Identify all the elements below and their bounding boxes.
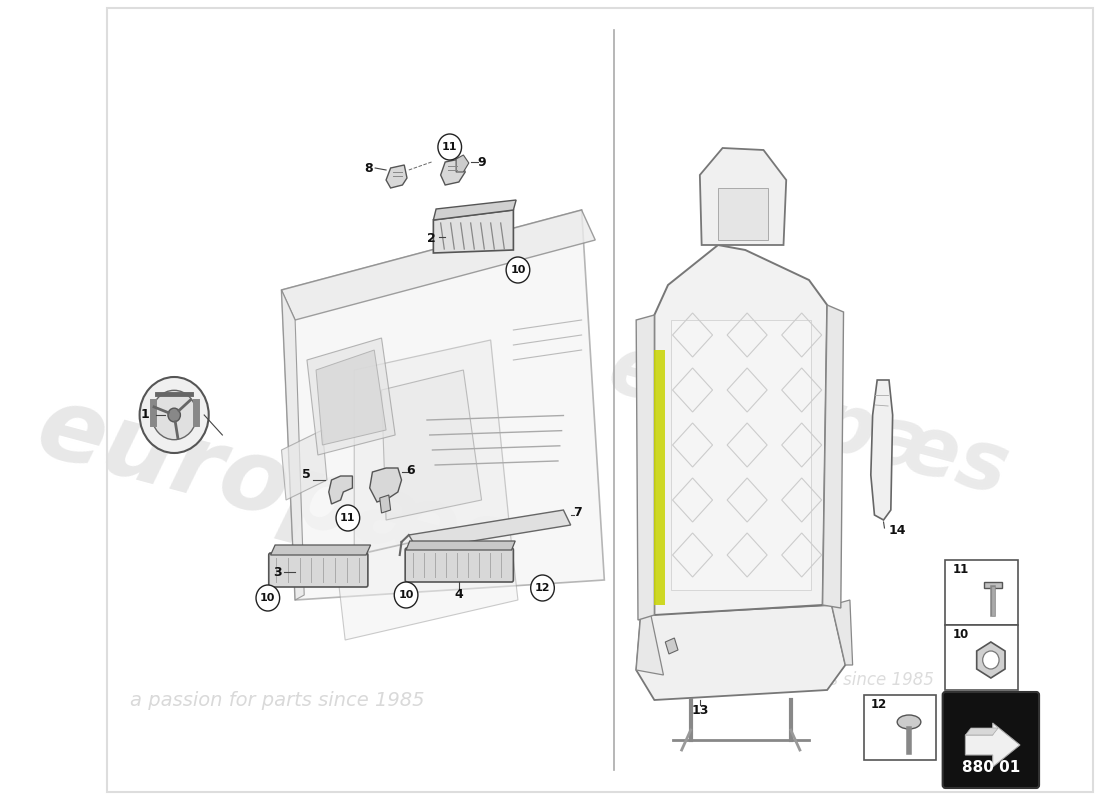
FancyBboxPatch shape [268,553,367,587]
Text: 9: 9 [477,155,486,169]
Text: 12: 12 [871,698,887,711]
Circle shape [438,134,462,160]
Ellipse shape [898,715,921,729]
Text: 12: 12 [535,583,550,593]
Text: 8: 8 [364,162,373,174]
Bar [945,625,1019,690]
Polygon shape [636,315,654,620]
Polygon shape [433,210,514,253]
Bar [864,695,936,760]
Polygon shape [441,159,465,185]
Polygon shape [409,510,571,550]
Text: a passion for parts since 1985: a passion for parts since 1985 [683,671,935,689]
Polygon shape [336,520,518,640]
Circle shape [140,377,209,453]
Text: 5: 5 [301,469,310,482]
Text: 6: 6 [406,463,415,477]
Text: 10: 10 [953,628,969,641]
Polygon shape [456,155,469,172]
Circle shape [152,390,197,440]
Polygon shape [433,200,516,220]
Polygon shape [654,245,827,615]
Polygon shape [282,430,327,500]
Polygon shape [316,350,386,445]
Text: 10: 10 [510,265,526,275]
Circle shape [256,585,279,611]
Polygon shape [282,290,305,600]
Text: 880 01: 880 01 [961,759,1020,774]
Polygon shape [983,582,1002,588]
Polygon shape [671,320,811,590]
FancyBboxPatch shape [943,692,1040,788]
Polygon shape [966,723,1020,767]
Polygon shape [379,495,390,513]
Polygon shape [282,210,604,600]
Circle shape [506,257,530,283]
Bar [945,560,1019,625]
Polygon shape [636,610,663,675]
Circle shape [982,651,999,669]
Circle shape [168,408,180,422]
Polygon shape [666,638,678,654]
Circle shape [530,575,554,601]
Polygon shape [966,728,998,735]
FancyBboxPatch shape [405,548,514,582]
Text: 10: 10 [398,590,414,600]
Polygon shape [282,210,595,320]
Text: 13: 13 [691,703,708,717]
Polygon shape [700,148,786,245]
Polygon shape [354,340,509,555]
Text: 2: 2 [427,231,436,245]
Polygon shape [406,541,515,550]
Polygon shape [832,600,852,665]
Polygon shape [329,476,352,504]
Polygon shape [307,338,395,455]
Text: 11: 11 [953,563,969,576]
Text: 1: 1 [141,409,150,422]
Polygon shape [977,642,1005,678]
Polygon shape [636,605,845,700]
Text: 3: 3 [273,566,282,578]
Polygon shape [871,380,892,520]
Polygon shape [823,305,844,608]
Polygon shape [370,468,402,502]
Polygon shape [271,545,371,555]
Text: 11: 11 [442,142,458,152]
Polygon shape [382,370,482,520]
Text: 10: 10 [261,593,275,603]
Text: 11: 11 [340,513,355,523]
Polygon shape [718,188,768,240]
Circle shape [394,582,418,608]
Text: 4: 4 [454,587,463,601]
Text: 14: 14 [889,523,906,537]
Polygon shape [654,350,666,605]
Text: a passion for parts since 1985: a passion for parts since 1985 [130,690,425,710]
Polygon shape [386,165,407,188]
Text: europæs: europæs [601,328,1018,512]
Circle shape [336,505,360,531]
Text: 7: 7 [573,506,582,518]
Text: europæs: europæs [26,379,528,601]
